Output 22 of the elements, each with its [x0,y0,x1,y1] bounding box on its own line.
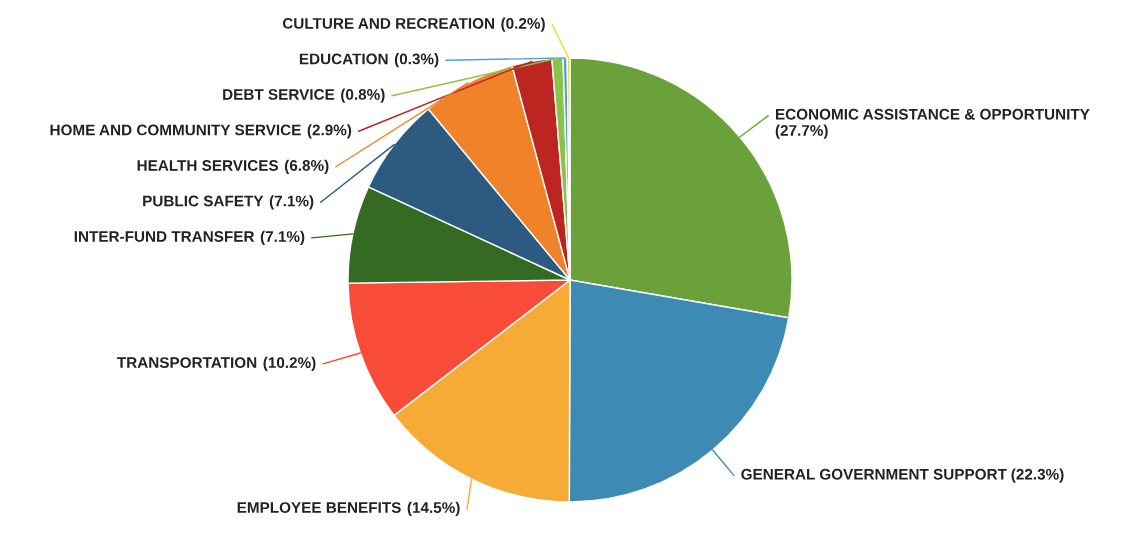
slice-label: PUBLIC SAFETY [143,195,264,207]
slice-label: EDUCATION [299,53,388,65]
data-label: (7.1%) [269,195,314,210]
data-label: (27.7%) [775,124,828,139]
slice-label: EMPLOYEE BENEFITS [237,502,401,513]
slice-label: GENERAL GOVERNMENT SUPPORT [741,468,1007,480]
slice-label: HOME AND COMMUNITY SERVICE [50,124,301,136]
slice-label: TRANSPORTATION [117,357,257,369]
data-label: (0.8%) [341,88,385,103]
slice-label: HEALTH SERVICES [137,160,279,171]
slice-label: DEBT SERVICE [223,89,335,100]
slice-label: ECONOMIC ASSISTANCE & OPPORTUNITY [776,108,1090,120]
data-label: (0.2%) [501,17,545,32]
data-label: (14.5%) [407,501,460,516]
data-label: (7.1%) [260,230,305,245]
data-label: (0.3%) [394,53,439,68]
data-label: (6.8%) [284,159,329,174]
data-label: (2.9%) [307,124,352,139]
slice-label: CULTURE AND RECREATION [282,17,494,29]
slice-label: INTER-FUND TRANSFER [74,231,255,242]
data-label: (22.3%) [1011,468,1064,483]
data-label: (10.2%) [263,356,316,372]
